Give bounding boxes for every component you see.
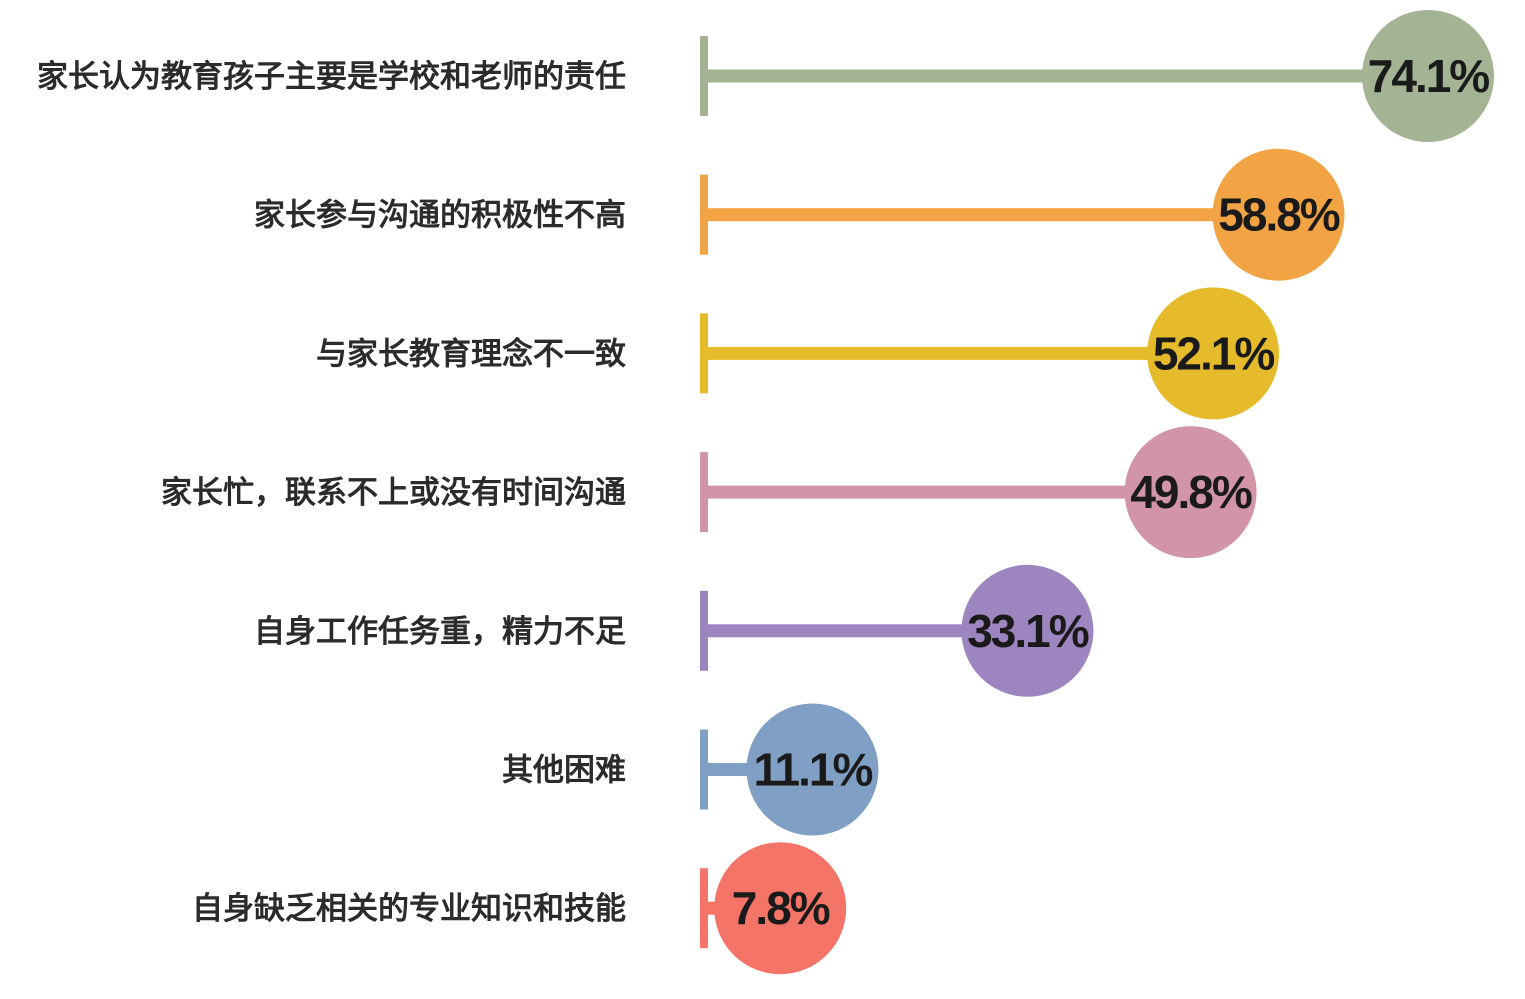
category-label: 与家长教育理念不一致: [316, 336, 626, 372]
value-label: 74.1%: [1368, 50, 1490, 102]
category-label: 家长参与沟通的积极性不高: [254, 198, 626, 234]
category-label: 自身工作任务重，精力不足: [254, 614, 626, 650]
category-label: 家长认为教育孩子主要是学校和老师的责任: [37, 59, 626, 95]
value-circle: [961, 564, 1094, 697]
bar-row: 其他困难 11.1%: [502, 703, 879, 836]
value-label: 58.8%: [1218, 189, 1340, 241]
bar-line: [704, 346, 1214, 360]
value-label: 11.1%: [754, 744, 873, 796]
bar-row: 家长参与沟通的积极性不高 58.8%: [254, 148, 1345, 281]
bar-line: [704, 485, 1191, 499]
bar-line: [704, 69, 1428, 83]
value-label: 52.1%: [1153, 327, 1275, 379]
bar-row: 家长认为教育孩子主要是学校和老师的责任 74.1%: [37, 10, 1494, 142]
value-label: 7.8%: [732, 882, 830, 934]
value-circle: [1147, 287, 1280, 420]
bar-row: 与家长教育理念不一致 52.1%: [316, 287, 1280, 420]
value-circle: [1362, 10, 1494, 142]
value-label: 33.1%: [967, 605, 1089, 657]
value-circle: [746, 703, 879, 836]
value-circle: [1212, 148, 1345, 281]
value-label: 49.8%: [1130, 466, 1252, 518]
category-label: 自身缺乏相关的专业知识和技能: [192, 891, 626, 927]
bar-row: 自身缺乏相关的专业知识和技能 7.8%: [192, 842, 847, 975]
bar-line: [704, 208, 1279, 222]
value-circle: [714, 842, 847, 975]
category-label: 家长忙，联系不上或没有时间沟通: [161, 475, 626, 511]
bar-row: 家长忙，联系不上或没有时间沟通 49.8%: [161, 426, 1257, 559]
category-label: 其他困难: [502, 753, 626, 789]
bar-row: 自身工作任务重，精力不足 33.1%: [254, 564, 1094, 697]
bar-line: [704, 624, 1028, 638]
value-circle: [1124, 426, 1257, 559]
